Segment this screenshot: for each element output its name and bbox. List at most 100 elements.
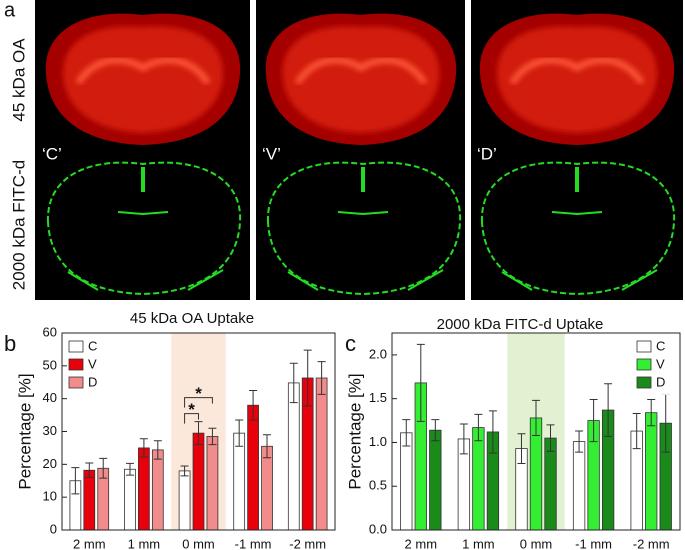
image-brain <box>266 13 456 145</box>
error-bar <box>125 462 134 476</box>
x-tick-label: -1 mm <box>575 536 612 550</box>
bar <box>472 427 485 531</box>
x-tick-label: 1 mm <box>462 536 495 550</box>
y-tick-label: 40 <box>43 390 57 405</box>
error-bar <box>647 399 656 427</box>
bar <box>261 445 273 531</box>
error-bar <box>517 433 526 464</box>
significance-label: * <box>188 400 195 419</box>
error-bar <box>71 467 80 495</box>
y-axis-label: Percentage [%] <box>15 373 34 489</box>
row-label: 45 kDa OA <box>9 38 28 122</box>
error-bar <box>139 438 148 458</box>
bar <box>287 382 300 531</box>
y-tick-label: 30 <box>43 423 57 438</box>
bar <box>572 441 586 531</box>
bar <box>138 447 150 531</box>
panel-label: a <box>4 0 16 21</box>
legend-swatch <box>636 340 652 353</box>
image-label: ‘V’ <box>262 144 281 163</box>
x-tick-label: 1 mm <box>128 536 161 550</box>
error-bar <box>153 440 162 460</box>
y-axis-label: Percentage [%] <box>345 373 364 489</box>
y-tick-label: 60 <box>43 324 57 339</box>
x-tick-label: -2 mm <box>289 536 326 550</box>
row-label: 2000 kDa FITC-d <box>9 160 28 290</box>
legend-swatch <box>68 358 84 371</box>
significance-bracket <box>184 397 213 408</box>
bar <box>151 449 164 531</box>
y-tick-label: 20 <box>43 456 57 471</box>
error-bar <box>235 419 244 447</box>
x-tick-label: 0 mm <box>182 536 215 550</box>
error-bar <box>99 457 108 479</box>
error-bar <box>575 430 584 453</box>
bar <box>83 469 96 531</box>
bar <box>645 412 658 531</box>
legend-swatch <box>68 376 84 389</box>
legend-label: V <box>656 356 665 371</box>
error-bar <box>532 399 540 436</box>
y-tick-label: 0 <box>50 521 57 536</box>
y-tick-label: 50 <box>43 357 57 372</box>
error-bar <box>604 383 613 437</box>
error-bar <box>459 423 468 455</box>
bar <box>192 432 205 531</box>
plot-frame <box>391 332 681 531</box>
error-bar <box>546 424 555 452</box>
legend-label: C <box>656 338 665 353</box>
error-bar <box>317 361 326 395</box>
error-bar <box>249 389 258 421</box>
y-tick-label: 1.0 <box>369 434 387 449</box>
error-bar <box>194 421 203 446</box>
x-tick-label: 2 mm <box>73 536 106 550</box>
legend-label: C <box>88 338 97 353</box>
plot-frame <box>61 332 336 531</box>
error-bar <box>85 462 94 478</box>
bar <box>315 377 328 531</box>
image-label: ‘D’ <box>477 144 497 163</box>
legend-swatch <box>636 358 652 371</box>
error-bar <box>416 343 425 422</box>
legend-swatch <box>68 340 84 353</box>
y-tick-label: 1.5 <box>369 390 387 405</box>
chart-title: 2000 kDa FITC-d Uptake <box>437 316 604 333</box>
legend-label: D <box>656 374 665 389</box>
bar <box>400 432 413 531</box>
bar <box>429 429 442 531</box>
y-tick-label: 2.0 <box>369 346 387 361</box>
chart-title: 45 kDa OA Uptake <box>130 310 254 327</box>
legend-label: D <box>88 374 97 389</box>
panel-label: b <box>4 331 16 356</box>
bar <box>178 470 191 531</box>
error-bar <box>303 349 312 407</box>
error-bar <box>474 413 483 442</box>
y-tick-label: 0.0 <box>369 521 387 536</box>
bar <box>206 436 219 531</box>
legend-label: V <box>88 356 97 371</box>
error-bar <box>402 419 411 447</box>
x-tick-label: -2 mm <box>633 536 670 550</box>
image-brain <box>480 13 674 145</box>
x-tick-label: 2 mm <box>405 536 438 550</box>
error-bar <box>289 362 298 404</box>
legend-swatch <box>636 376 652 389</box>
image-label: ‘C’ <box>42 144 62 163</box>
bar <box>233 432 246 531</box>
bar <box>544 437 557 531</box>
error-bar <box>208 427 217 446</box>
image-brain <box>46 13 240 145</box>
error-bar <box>488 410 497 454</box>
x-tick-label: -1 mm <box>235 536 272 550</box>
error-bar <box>431 419 440 442</box>
bar <box>247 404 259 531</box>
error-bar <box>589 399 598 443</box>
x-tick-label: 0 mm <box>520 536 553 550</box>
significance-bracket <box>184 413 199 424</box>
error-bar <box>263 434 272 459</box>
bar <box>124 468 136 531</box>
significance-label: * <box>195 384 202 403</box>
error-bar <box>632 413 641 450</box>
y-tick-label: 0.5 <box>369 478 387 493</box>
